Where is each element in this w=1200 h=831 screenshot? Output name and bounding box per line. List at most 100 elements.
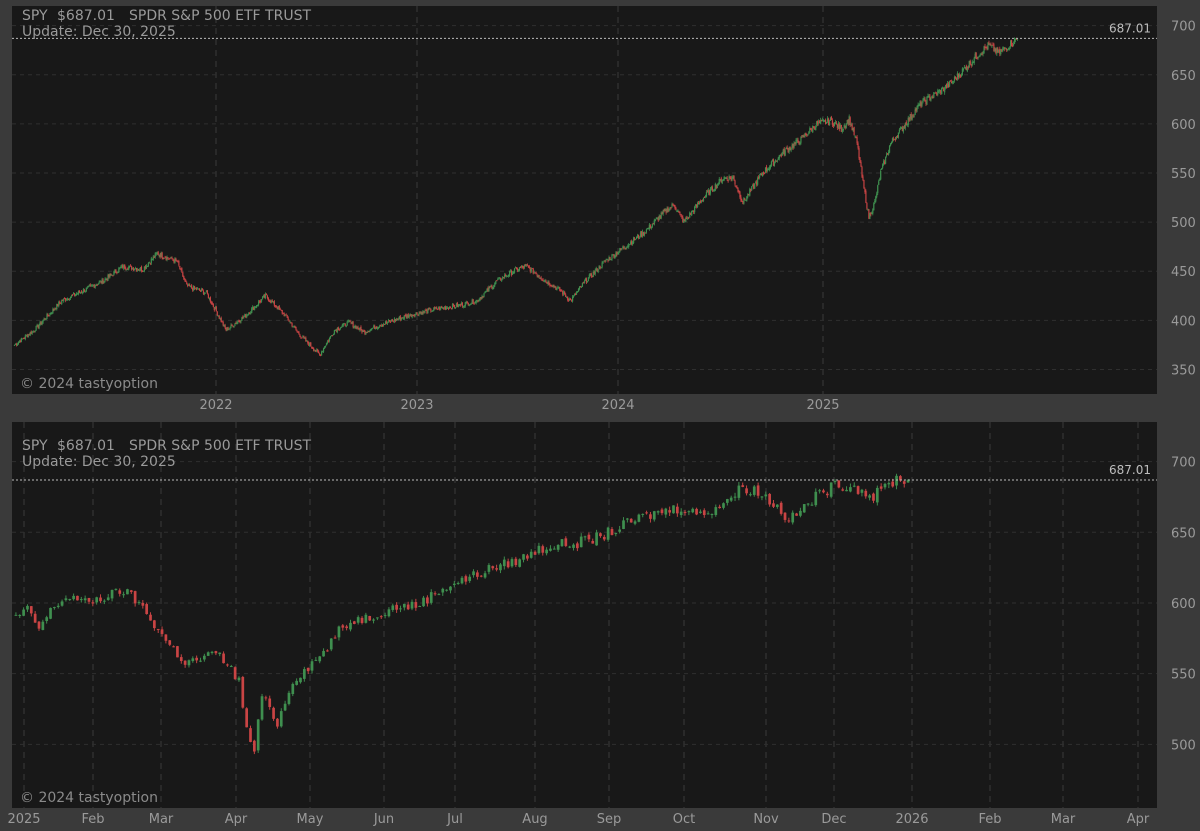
candle [705,191,708,197]
candle [420,312,422,314]
candle [575,292,578,295]
candle [290,322,292,324]
candle [151,259,153,261]
candle [35,326,37,331]
candle [982,52,984,55]
candle [210,301,212,304]
candle [552,285,554,287]
candle [349,622,352,630]
candle [810,128,812,130]
candle [465,301,467,304]
candle [217,315,219,317]
candle [822,490,825,493]
candle [633,521,637,524]
candle [308,342,310,346]
candle [925,102,927,104]
candle [134,268,137,270]
candle [110,273,112,275]
candle [69,299,71,301]
candle [687,216,689,220]
candle [717,184,719,186]
candle [336,328,338,333]
candle [371,328,373,330]
candle [337,327,339,330]
candle [583,281,586,284]
candle [619,248,621,253]
candle [299,334,301,337]
candle [888,145,891,153]
candle [637,235,640,238]
candle [535,272,537,275]
candle [876,193,878,197]
candle [355,325,357,329]
candle [109,273,111,278]
candle [545,549,548,554]
candle [615,252,617,257]
candle [137,269,140,271]
candle [161,252,163,258]
candle [334,329,336,331]
candle [668,209,670,212]
candle [123,264,125,269]
candle [22,337,24,339]
candle [167,257,169,259]
candle [857,143,859,148]
candle [133,591,137,604]
candle [887,483,891,485]
x-tick-label: Jun [373,812,394,827]
candle [769,165,772,169]
candle [614,532,618,535]
candle [952,81,955,83]
candle [502,276,504,280]
candle [644,232,647,234]
candle [691,211,693,216]
candle [302,336,304,338]
candle [313,348,315,351]
candle [232,325,234,327]
candle [578,286,581,290]
candle [409,313,411,316]
candle [326,341,329,344]
candle [1004,47,1006,49]
candle [442,307,444,309]
candle [143,266,146,271]
candle [867,208,869,210]
candle [935,92,937,94]
candle [611,254,613,260]
candle [142,270,145,272]
candle [830,117,833,120]
candle [560,539,564,547]
candle [990,44,992,46]
candle [195,657,199,661]
candle [294,326,296,328]
candle [422,597,425,607]
candle [914,109,916,115]
last-price-label: 687.01 [1109,463,1151,477]
candle [33,613,37,623]
candle [627,246,629,248]
candle [514,267,517,269]
candle [1012,43,1015,46]
candle [102,279,104,284]
candle [742,201,744,204]
candle [564,291,566,295]
candle [927,95,929,97]
candle [850,123,852,125]
candle [613,254,615,258]
candle [241,677,245,708]
candle [917,104,919,107]
candle [95,597,99,603]
candle [223,324,225,326]
candle [526,555,529,559]
candle [124,264,126,269]
candle [247,314,249,316]
candle [347,320,349,322]
candle [76,293,79,295]
candle [763,172,766,174]
candle [551,286,553,288]
candle [164,257,166,259]
candle [752,486,756,495]
candle [547,281,549,285]
candle [56,605,60,607]
candle [600,267,602,269]
